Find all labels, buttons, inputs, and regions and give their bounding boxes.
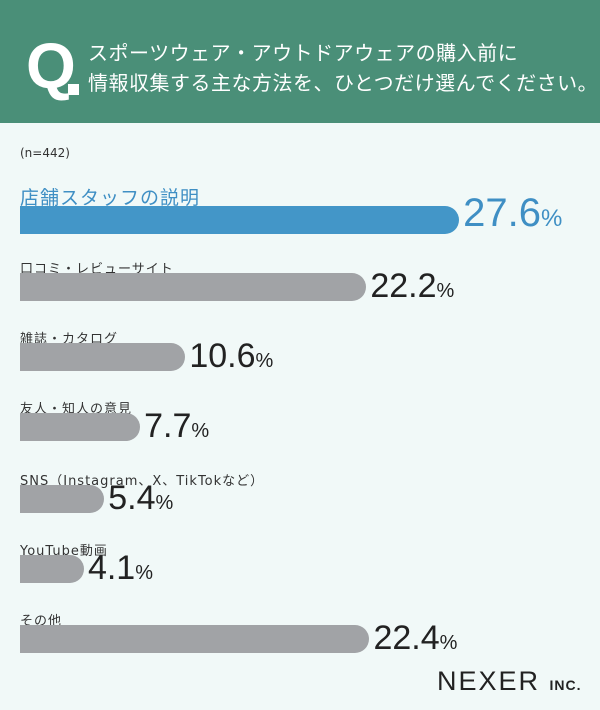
value-number: 27.6 bbox=[463, 191, 542, 235]
value-unit: % bbox=[191, 420, 210, 442]
q-dot bbox=[68, 84, 79, 95]
value-label: 7.7% bbox=[144, 406, 209, 451]
bar-row: 友人・知人の意見 7.7% bbox=[20, 398, 600, 468]
value-number: 22.2 bbox=[370, 267, 437, 305]
bar-row: 雑誌・カタログ 10.6% bbox=[20, 328, 600, 398]
value-unit: % bbox=[439, 632, 458, 654]
value-label: 27.6% bbox=[463, 193, 562, 239]
bar-row: YouTube動画 4.1% bbox=[20, 540, 600, 610]
value-label: 22.4% bbox=[373, 618, 457, 663]
bar-row: 口コミ・レビューサイト 22.2% bbox=[20, 258, 600, 328]
value-label: 5.4% bbox=[108, 478, 173, 523]
value-unit: % bbox=[541, 205, 563, 232]
value-unit: % bbox=[436, 280, 455, 302]
value-unit: % bbox=[155, 492, 174, 514]
sample-size: (n=442) bbox=[20, 146, 70, 160]
bar bbox=[20, 343, 186, 371]
value-label: 4.1% bbox=[88, 548, 153, 593]
bar bbox=[20, 485, 105, 513]
question-line-1: スポーツウェア・アウトドアウェアの購入前に bbox=[88, 41, 519, 65]
value-number: 7.7 bbox=[144, 407, 192, 445]
bar bbox=[20, 206, 460, 234]
value-number: 5.4 bbox=[108, 479, 156, 517]
value-number: 10.6 bbox=[189, 337, 256, 375]
nexer-logo: NEXER INC. bbox=[437, 666, 582, 696]
bar-row: その他 22.4% bbox=[20, 610, 600, 680]
value-label: 10.6% bbox=[189, 336, 273, 381]
value-unit: % bbox=[255, 350, 274, 372]
question-header: Q スポーツウェア・アウトドアウェアの購入前に 情報収集する主な方法を、ひとつだ… bbox=[0, 0, 600, 123]
value-label: 22.2% bbox=[370, 266, 454, 311]
question-text: スポーツウェア・アウトドアウェアの購入前に 情報収集する主な方法を、ひとつだけ選… bbox=[88, 38, 598, 98]
q-mark: Q bbox=[26, 30, 76, 102]
question-line-2: 情報収集する主な方法を、ひとつだけ選んでください。 bbox=[88, 71, 599, 95]
category-label: 店舗スタッフの説明 bbox=[20, 187, 201, 209]
value-number: 4.1 bbox=[87, 549, 136, 587]
bar bbox=[20, 555, 84, 583]
bar bbox=[20, 413, 141, 441]
bar-row: SNS（Instagram、X、TikTokなど） 5.4% bbox=[20, 470, 600, 540]
bar-row: 店舗スタッフの説明 27.6% bbox=[20, 187, 600, 261]
value-number: 22.4 bbox=[373, 619, 440, 657]
bar bbox=[20, 625, 370, 653]
value-unit: % bbox=[135, 562, 154, 584]
bar bbox=[20, 273, 367, 301]
